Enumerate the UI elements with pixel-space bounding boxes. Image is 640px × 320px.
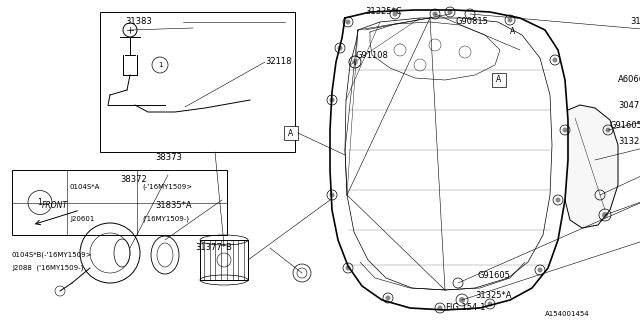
Text: A: A: [289, 129, 294, 138]
Text: 31325*C: 31325*C: [365, 7, 402, 17]
Text: 0104S*B(-'16MY1509>: 0104S*B(-'16MY1509>: [12, 252, 93, 258]
Bar: [492, 73, 506, 87]
Text: FIG.154-1: FIG.154-1: [445, 303, 486, 313]
Text: 31383: 31383: [125, 18, 152, 27]
Circle shape: [488, 301, 493, 307]
Text: A60668: A60668: [618, 76, 640, 84]
Circle shape: [602, 212, 608, 218]
Text: 38373: 38373: [155, 154, 182, 163]
Circle shape: [346, 266, 351, 270]
Text: FRONT: FRONT: [42, 201, 68, 210]
Circle shape: [392, 12, 397, 17]
Circle shape: [337, 45, 342, 51]
Circle shape: [447, 10, 452, 14]
Text: 31325*A: 31325*A: [475, 291, 511, 300]
Circle shape: [552, 58, 557, 62]
Circle shape: [433, 12, 438, 17]
Text: G91605: G91605: [478, 270, 511, 279]
Circle shape: [459, 297, 465, 303]
Bar: [284, 126, 298, 140]
Polygon shape: [565, 105, 618, 228]
Text: A: A: [497, 76, 502, 84]
Bar: [12, 170, 227, 235]
Text: 31325*A: 31325*A: [618, 138, 640, 147]
Text: A: A: [510, 28, 515, 36]
Bar: [100, 12, 295, 152]
Circle shape: [538, 268, 543, 273]
Text: (-'16MY1509>: (-'16MY1509>: [142, 184, 192, 190]
Text: A154001454: A154001454: [545, 311, 589, 317]
Text: 1: 1: [38, 198, 42, 207]
Text: J20601: J20601: [70, 216, 94, 222]
Circle shape: [352, 59, 358, 65]
Circle shape: [563, 127, 568, 132]
Text: 31377*B: 31377*B: [195, 244, 232, 252]
Circle shape: [330, 193, 335, 197]
Text: G91605: G91605: [610, 121, 640, 130]
Circle shape: [508, 18, 513, 22]
Text: J2088  ('16MY1509-): J2088 ('16MY1509-): [12, 265, 83, 271]
Text: 38372: 38372: [120, 175, 147, 185]
Text: 31835*A: 31835*A: [155, 201, 191, 210]
Text: 32118: 32118: [265, 58, 291, 67]
Circle shape: [346, 20, 351, 25]
Text: G91108: G91108: [355, 51, 388, 60]
Text: ('16MY1509-): ('16MY1509-): [142, 216, 189, 222]
Circle shape: [556, 197, 561, 203]
Text: 0104S*A: 0104S*A: [70, 184, 100, 190]
Text: 30472: 30472: [618, 100, 640, 109]
Text: G90815: G90815: [455, 18, 488, 27]
Circle shape: [438, 306, 442, 310]
Circle shape: [605, 127, 611, 132]
Bar: [200, 240, 248, 280]
Circle shape: [385, 295, 390, 300]
Text: 1: 1: [157, 62, 163, 68]
Text: 31325*B: 31325*B: [630, 18, 640, 27]
Circle shape: [330, 98, 335, 102]
